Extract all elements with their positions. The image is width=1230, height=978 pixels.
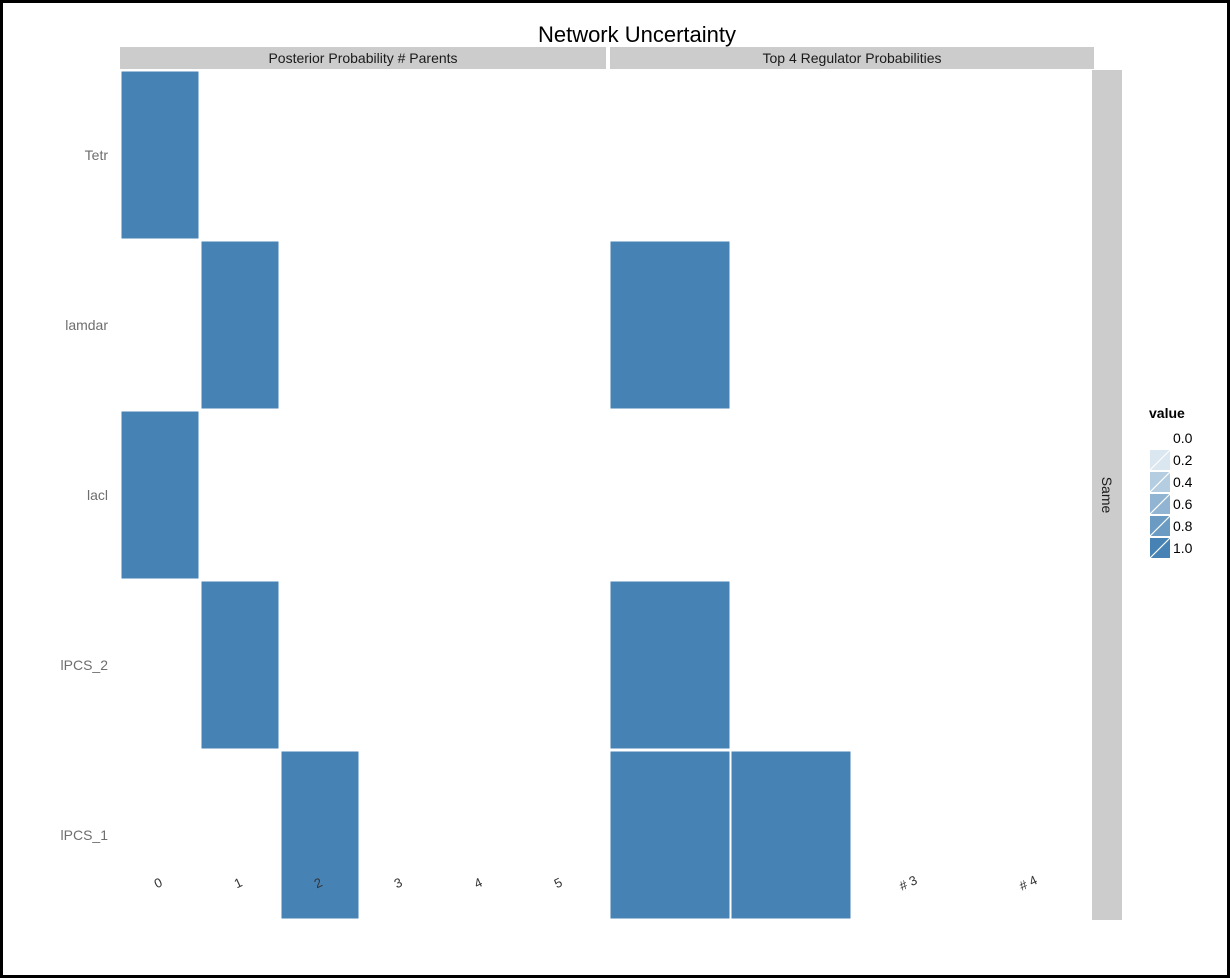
heatmap-cell [609, 580, 731, 750]
legend-title: value [1149, 405, 1185, 421]
facet-strip-right-label: Same [1099, 477, 1115, 514]
heatmap-cell [609, 750, 731, 920]
x-tick-label: 4 [472, 875, 485, 892]
y-tick-label: lPCS_1 [61, 827, 109, 843]
x-tick-label: 5 [552, 875, 565, 892]
y-tick-label: lamdar [65, 317, 108, 333]
x-tick-label: # 4 [1017, 872, 1040, 893]
legend-key-diagonal [1149, 537, 1171, 559]
y-tick-label: Tetr [85, 147, 109, 163]
y-tick-label: lPCS_2 [61, 657, 109, 673]
heatmap-cell [120, 70, 200, 240]
legend-key-diagonal [1149, 449, 1171, 471]
facet-strip-label: Top 4 Regulator Probabilities [763, 50, 942, 66]
chart-title: Network Uncertainty [538, 22, 736, 47]
legend-label: 0.6 [1173, 496, 1193, 512]
legend-label: 0.4 [1173, 474, 1193, 490]
legend-label: 0.0 [1173, 430, 1193, 446]
x-tick-label: 3 [392, 875, 405, 892]
y-tick-label: lacl [87, 487, 108, 503]
heatmap-cell [120, 410, 200, 580]
panel-2: Top 4 Regulator Probabilities# 1# 2# 3# … [609, 47, 1094, 920]
heatmap-cell [200, 580, 280, 750]
x-tick-label: # 3 [897, 872, 920, 893]
legend-label: 0.8 [1173, 518, 1193, 534]
x-tick-label: 0 [152, 875, 165, 892]
heatmap-cell [200, 240, 280, 410]
legend-label: 0.2 [1173, 452, 1193, 468]
heatmap-cell [280, 750, 360, 920]
legend-key-diagonal [1149, 471, 1171, 493]
color-legend: value 0.0 0.2 0.4 0.6 0.8 1.0 [1149, 405, 1193, 559]
legend-key-diagonal [1149, 515, 1171, 537]
legend-label: 1.0 [1173, 540, 1193, 556]
x-tick-label: 1 [232, 875, 245, 892]
facet-strip-label: Posterior Probability # Parents [268, 50, 457, 66]
legend-key-diagonal [1149, 493, 1171, 515]
facet-strip-top-2 [610, 47, 1094, 69]
heatmap-cell [730, 750, 852, 920]
heatmap-cell [609, 240, 731, 410]
facet-strip-right-bg [1092, 70, 1122, 920]
legend-key [1150, 428, 1170, 448]
facet-strip-top-1 [120, 47, 606, 69]
facet-strip-right: Same [1092, 70, 1122, 920]
